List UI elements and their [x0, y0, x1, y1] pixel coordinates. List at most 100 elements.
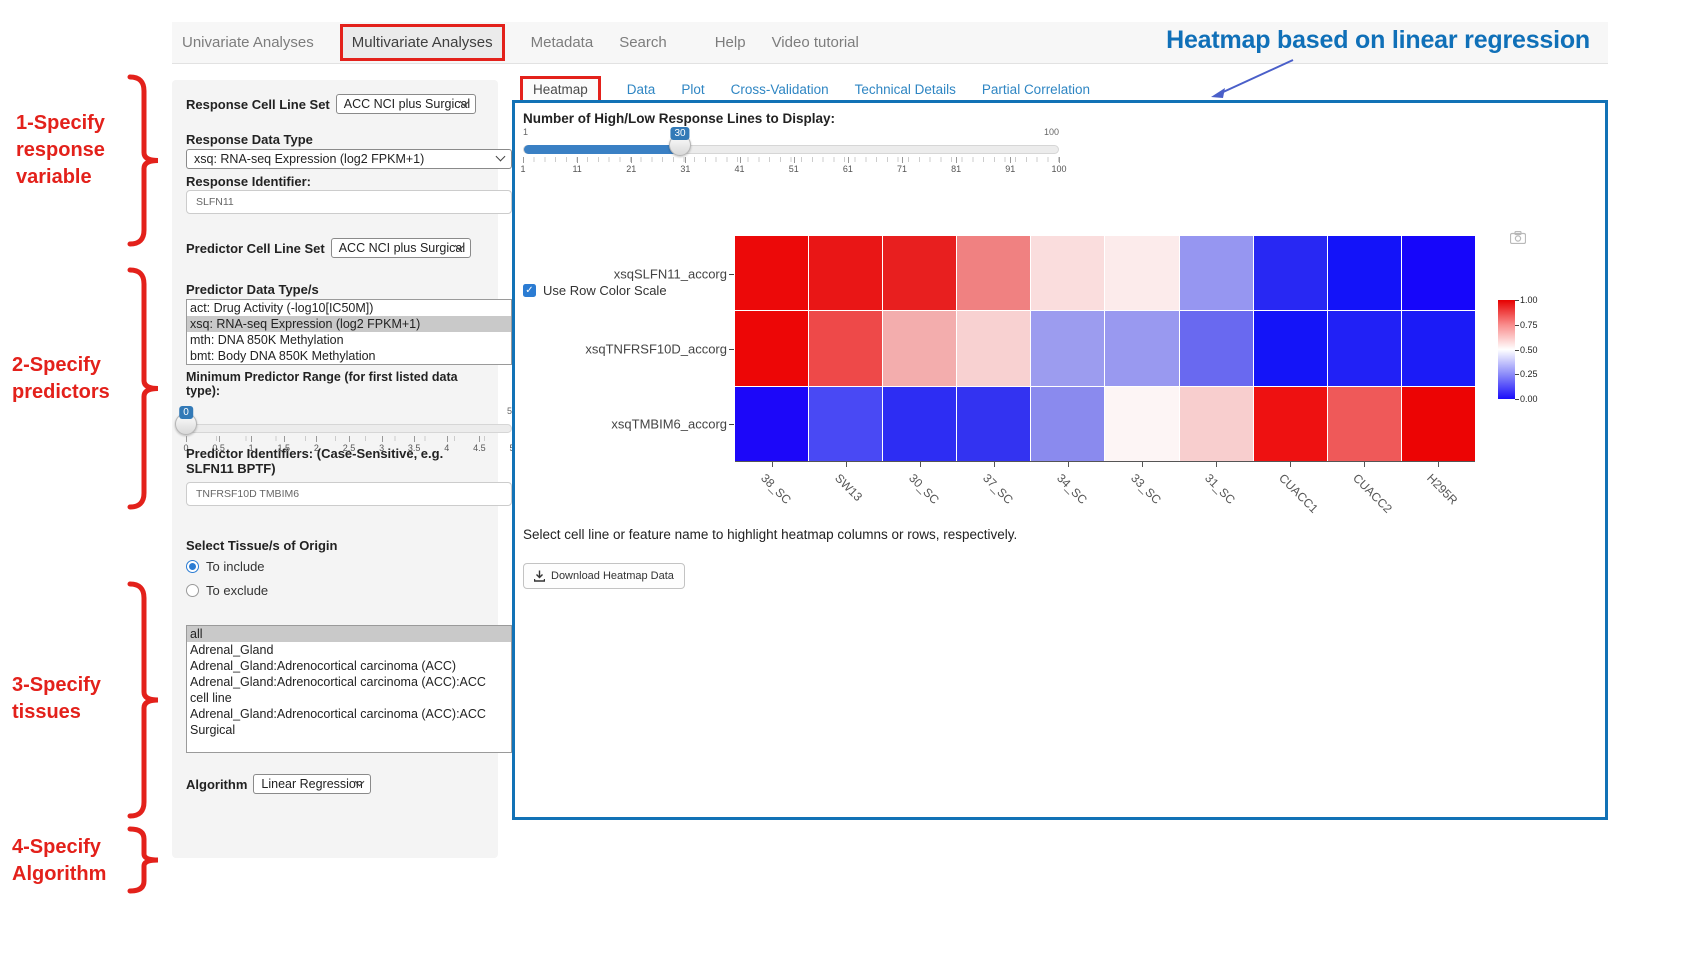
heatmap-cell-xsqtmbim6-accorg-33-sc[interactable] [1105, 386, 1179, 461]
heatmap-cell-xsqtnfrsf10d-accorg-30-sc[interactable] [883, 311, 957, 386]
heatmap-cell-xsqtmbim6-accorg-cuacc1[interactable] [1253, 386, 1327, 461]
heatmap-row-label-xsqtmbim6-accorg[interactable]: xsqTMBIM6_accorg [611, 416, 727, 431]
heatmap-cell-xsqtnfrsf10d-accorg-38-sc[interactable] [735, 311, 809, 386]
heatmap-cell-xsqtnfrsf10d-accorg-sw13[interactable] [809, 311, 883, 386]
step-annotation-2: 2-Specify predictors [12, 354, 110, 403]
row-color-scale-checkbox[interactable]: ✓ Use Row Color Scale [523, 283, 667, 298]
range-slider-value-badge: 0 [179, 406, 193, 419]
predictor-type-option-bmt-body-dna-850k-methylation[interactable]: bmt: Body DNA 850K Methylation [190, 349, 376, 363]
nav-item-multivariate-analyses[interactable]: Multivariate Analyses [339, 24, 505, 61]
colorbar-tick-label: 0.50 [1520, 344, 1538, 355]
min-predictor-range-label: Minimum Predictor Range (for first liste… [186, 370, 458, 398]
tissue-option-adrenal-gland-adrenocortical-carcinoma-a[interactable]: Adrenal_Gland:Adrenocortical carcinoma (… [190, 659, 457, 673]
camera-modebar-icon[interactable] [1510, 231, 1526, 244]
heatmap-cell-xsqtmbim6-accorg-37-sc[interactable] [957, 386, 1031, 461]
heatmap-cell-xsqslfn11-accorg-cuacc2[interactable] [1327, 236, 1401, 311]
heatmap-cell-xsqtmbim6-accorg-cuacc2[interactable] [1327, 386, 1401, 461]
heatmap-col-label-37-sc[interactable]: 37_SC [980, 471, 1016, 507]
heatmap-col-label-h295r[interactable]: H295R [1424, 471, 1461, 508]
tab-plot[interactable]: Plot [681, 81, 705, 97]
nav-item-search[interactable]: Search [619, 34, 667, 51]
tutorial-heading: Heatmap based on linear regression [1166, 26, 1590, 54]
algorithm-select[interactable]: Linear Regression [253, 774, 372, 794]
colorbar-tick-label: 0.75 [1520, 319, 1538, 330]
heatmap-cell-xsqslfn11-accorg-34-sc[interactable] [1031, 236, 1105, 311]
heatmap-cell-xsqtnfrsf10d-accorg-h295r[interactable] [1401, 311, 1475, 386]
tissue-listbox: all Adrenal_Gland Adrenal_Gland:Adrenocort… [186, 625, 512, 753]
predictor-identifiers-input[interactable]: TNFRSF10D TMBIM6 [186, 482, 512, 506]
chevron-down-icon [495, 151, 506, 162]
range-slider-track[interactable] [186, 424, 512, 433]
tab-cross-validation[interactable]: Cross-Validation [730, 81, 829, 97]
tissue-radio-to-exclude[interactable]: To exclude [186, 583, 484, 598]
heatmap-cell-xsqtnfrsf10d-accorg-31-sc[interactable] [1179, 311, 1253, 386]
heatmap-cell-xsqslfn11-accorg-38-sc[interactable] [735, 236, 809, 311]
heatmap-col-label-cuacc2[interactable]: CUACC2 [1350, 471, 1395, 516]
heatmap-cell-xsqtmbim6-accorg-38-sc[interactable] [735, 386, 809, 461]
heatmap-cell-xsqtmbim6-accorg-sw13[interactable] [809, 386, 883, 461]
heatmap-cell-xsqtnfrsf10d-accorg-37-sc[interactable] [957, 311, 1031, 386]
heatmap-row-label-xsqslfn11-accorg[interactable]: xsqSLFN11_accorg [613, 266, 727, 281]
lines-slider-label: Number of High/Low Response Lines to Dis… [523, 111, 836, 126]
heatmap-cell-xsqslfn11-accorg-cuacc1[interactable] [1253, 236, 1327, 311]
heatmap-col-label-31-sc[interactable]: 31_SC [1202, 471, 1238, 507]
tab-partial-correlation[interactable]: Partial Correlation [981, 81, 1090, 97]
predictor-cell-line-set-label: Predictor Cell Line Set [186, 240, 325, 256]
lines-slider-track[interactable] [523, 145, 1059, 154]
heatmap-col-label-34-sc[interactable]: 34_SC [1054, 471, 1090, 507]
tab-technical-details[interactable]: Technical Details [854, 81, 956, 97]
heatmap-col-label-sw13[interactable]: SW13 [832, 471, 866, 505]
download-icon [534, 570, 545, 582]
result-tabs: Heatmap Data Plot Cross-Validation Technical… [512, 75, 1090, 103]
heatmap-cell-xsqtmbim6-accorg-31-sc[interactable] [1179, 386, 1253, 461]
response-data-type-select[interactable]: xsq: RNA-seq Expression (log2 FPKM+1) [186, 149, 512, 169]
predictor-cell-line-set-select[interactable]: ACC NCI plus Surgical [330, 238, 471, 258]
nav-item-video-tutorial[interactable]: Video tutorial [771, 34, 859, 51]
heatmap-cell-xsqslfn11-accorg-33-sc[interactable] [1105, 236, 1179, 311]
heatmap-cell-xsqslfn11-accorg-sw13[interactable] [809, 236, 883, 311]
heatmap-cell-xsqtnfrsf10d-accorg-34-sc[interactable] [1031, 311, 1105, 386]
heatmap-cell-xsqslfn11-accorg-37-sc[interactable] [957, 236, 1031, 311]
nav-item-help[interactable]: Help [714, 34, 746, 51]
predictor-type-option-act-drug-activity-log10-ic50m[interactable]: act: Drug Activity (-log10[IC50M]) [190, 301, 374, 315]
nav-item-univariate-analyses[interactable]: Univariate Analyses [182, 34, 314, 51]
heatmap-cell-xsqtnfrsf10d-accorg-cuacc2[interactable] [1327, 311, 1401, 386]
heatmap-cell-xsqtmbim6-accorg-34-sc[interactable] [1031, 386, 1105, 461]
heatmap-col-label-38-sc[interactable]: 38_SC [758, 471, 794, 507]
heatmap-cell-xsqtmbim6-accorg-30-sc[interactable] [883, 386, 957, 461]
response-cell-line-set-select[interactable]: ACC NCI plus Surgical [335, 94, 476, 114]
annotation-arrow-icon [1211, 59, 1294, 98]
step-annotation-1: 1-Specify response variable [16, 112, 105, 188]
heatmap-cell-xsqslfn11-accorg-30-sc[interactable] [883, 236, 957, 311]
tissue-option-adrenal-gland-adrenocortical-carcinoma-a[interactable]: Adrenal_Gland:Adrenocortical carcinoma (… [190, 707, 486, 737]
tissue-radio-to-include[interactable]: To include [186, 559, 484, 574]
heatmap-cell-xsqslfn11-accorg-31-sc[interactable] [1179, 236, 1253, 311]
heatmap-col-label-33-sc[interactable]: 33_SC [1128, 471, 1164, 507]
tab-heatmap[interactable]: Heatmap [520, 75, 601, 103]
download-heatmap-button[interactable]: Download Heatmap Data [523, 563, 685, 589]
predictor-type-option-mth-dna-850k-methylation[interactable]: mth: DNA 850K Methylation [190, 333, 344, 347]
radio-label: To exclude [206, 583, 269, 598]
tissue-option-adrenal-gland[interactable]: Adrenal_Gland [190, 643, 274, 657]
brace-1 [127, 74, 159, 247]
heatmap-col-label-30-sc[interactable]: 30_SC [906, 471, 942, 507]
control-sidebar: Response Cell Line Set ACC NCI plus Surg… [172, 80, 515, 858]
row-color-scale-label: Use Row Color Scale [543, 283, 667, 298]
heatmap-hint-text: Select cell line or feature name to high… [523, 527, 1018, 542]
radio-icon [186, 560, 199, 573]
response-identifier-input[interactable]: SLFN11 [186, 190, 512, 214]
tissue-option-all[interactable]: all [187, 626, 511, 642]
heatmap-col-label-cuacc1[interactable]: CUACC1 [1276, 471, 1321, 516]
tab-data[interactable]: Data [626, 81, 656, 97]
step-annotation-4: 4-Specify Algorithm [12, 836, 107, 885]
nav-item-metadata[interactable]: Metadata [530, 34, 594, 51]
heatmap-row-label-xsqtnfrsf10d-accorg[interactable]: xsqTNFRSF10D_accorg [585, 341, 727, 356]
heatmap-cell-xsqtmbim6-accorg-h295r[interactable] [1401, 386, 1475, 461]
heatmap-cell-xsqtnfrsf10d-accorg-cuacc1[interactable] [1253, 311, 1327, 386]
heatmap-cell-xsqslfn11-accorg-h295r[interactable] [1401, 236, 1475, 311]
tissue-option-adrenal-gland-adrenocortical-carcinoma-a[interactable]: Adrenal_Gland:Adrenocortical carcinoma (… [190, 675, 486, 705]
predictor-type-option-xsq-rna-seq-expression-log2-fpkm-1[interactable]: xsq: RNA-seq Expression (log2 FPKM+1) [187, 316, 511, 332]
tissue-origin-label: Select Tissue/s of Origin [186, 538, 338, 553]
heatmap-cell-xsqtnfrsf10d-accorg-33-sc[interactable] [1105, 311, 1179, 386]
